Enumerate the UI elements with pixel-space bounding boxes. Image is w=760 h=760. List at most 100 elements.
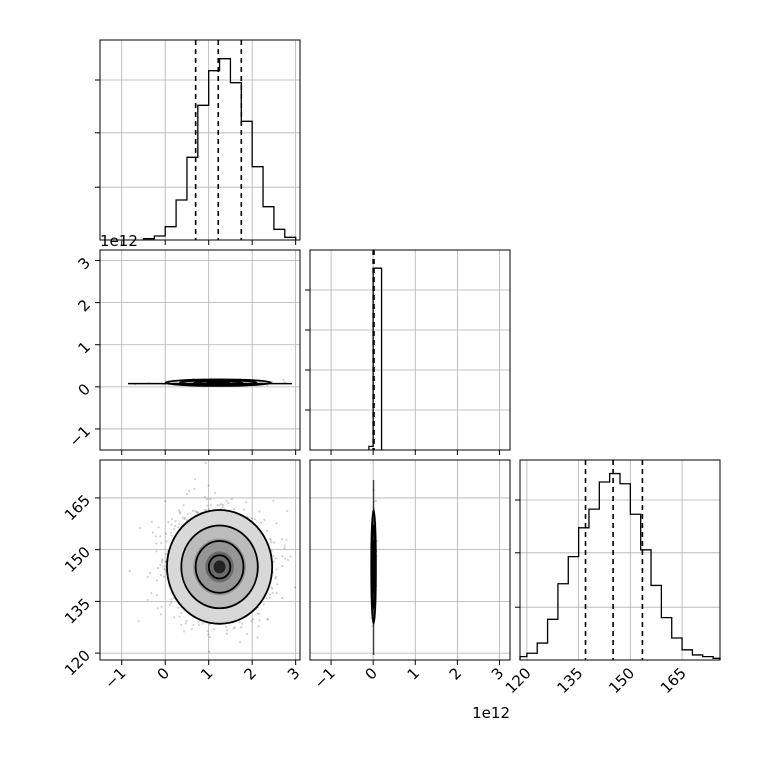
sample-point (180, 623, 183, 627)
histogram-panel-frame (309, 249, 511, 451)
sample-point (286, 509, 289, 513)
sample-point (207, 633, 210, 636)
sample-point (239, 641, 242, 644)
sample-point (164, 500, 167, 503)
sample-point (139, 526, 142, 530)
sample-point (196, 511, 200, 514)
sample-point (174, 519, 177, 523)
sample-point (170, 523, 173, 526)
sample-point (160, 561, 163, 564)
sample-point (274, 557, 277, 560)
sample-point (221, 504, 225, 507)
x-tick-label: 0 (362, 664, 381, 683)
sample-point (173, 525, 177, 528)
sample-point (232, 627, 235, 630)
sample-point (230, 498, 233, 501)
sample-point (163, 568, 166, 571)
sample-point (263, 518, 266, 521)
sample-point (201, 622, 204, 625)
sample-point (146, 598, 149, 601)
sample-point (150, 591, 153, 595)
sample-point (185, 518, 188, 522)
sample-point (185, 619, 188, 622)
sample-point (252, 618, 255, 621)
y-offset-label: 1e12 (100, 232, 138, 250)
sample-point (268, 593, 272, 596)
sample-point (268, 537, 272, 541)
sample-point (159, 535, 162, 538)
sample-point (160, 605, 163, 608)
sample-point (162, 565, 165, 568)
sample-point (266, 617, 269, 621)
sample-point (250, 620, 253, 623)
sample-point (151, 531, 154, 534)
sample-point (157, 526, 160, 529)
sample-point (159, 573, 162, 577)
sample-point (220, 503, 223, 506)
sample-point (257, 625, 260, 628)
x-tick-label: 1 (404, 664, 423, 683)
sample-point (146, 575, 149, 579)
sample-point (226, 629, 229, 632)
grid-layer (100, 40, 720, 660)
histogram-step-line (519, 472, 721, 660)
sample-point (271, 591, 274, 594)
sample-point (281, 555, 284, 558)
sample-point (206, 629, 209, 633)
y-tick-label: −1 (66, 422, 94, 450)
sample-point (208, 635, 211, 639)
sample-point (274, 575, 278, 578)
sample-point (221, 505, 224, 508)
sample-point (284, 557, 287, 560)
sample-point (244, 501, 248, 504)
sample-point (209, 503, 213, 506)
density-fill (213, 560, 226, 574)
sample-point (272, 560, 275, 563)
sample-point (170, 534, 173, 537)
sample-point (272, 499, 275, 502)
sample-point (212, 627, 216, 631)
sample-point (205, 498, 209, 501)
sample-point (239, 626, 243, 629)
sample-point (269, 538, 272, 542)
sample-point (176, 525, 180, 529)
x-tick-label: 120 (502, 664, 535, 697)
sample-point (253, 518, 257, 521)
y-tick-label: 150 (61, 543, 94, 576)
sample-point (233, 626, 236, 629)
sample-point (293, 586, 297, 589)
sample-point (270, 586, 273, 589)
sample-point (197, 623, 201, 627)
sample-point (156, 566, 160, 570)
sample-point (207, 484, 210, 487)
sample-point (183, 517, 186, 521)
sample-point (177, 522, 181, 526)
sample-point (179, 511, 182, 514)
sample-point (186, 512, 189, 515)
sample-point (155, 579, 159, 582)
density-contour (180, 524, 259, 610)
sample-point (266, 618, 270, 621)
sample-point (275, 522, 278, 525)
x-tick-label: 150 (605, 664, 638, 697)
sample-point (266, 529, 269, 533)
x-tick-label: −1 (311, 664, 339, 692)
sample-point (193, 478, 197, 481)
sample-point (245, 632, 249, 636)
x-tick-label: 135 (553, 664, 586, 697)
sample-point (275, 591, 278, 595)
sample-point (165, 540, 168, 543)
sample-point (216, 504, 219, 507)
sample-point (271, 587, 274, 590)
sample-point (274, 577, 277, 580)
histogram-panel-frame (99, 39, 301, 241)
sample-point (227, 501, 230, 505)
sample-point (281, 596, 284, 600)
sample-point (170, 531, 173, 534)
sample-point (170, 598, 173, 601)
y-tick-label: 2 (75, 296, 94, 315)
density-contour (166, 509, 274, 625)
sample-point (193, 487, 196, 491)
sample-point (232, 507, 236, 511)
sample-point (258, 619, 261, 622)
